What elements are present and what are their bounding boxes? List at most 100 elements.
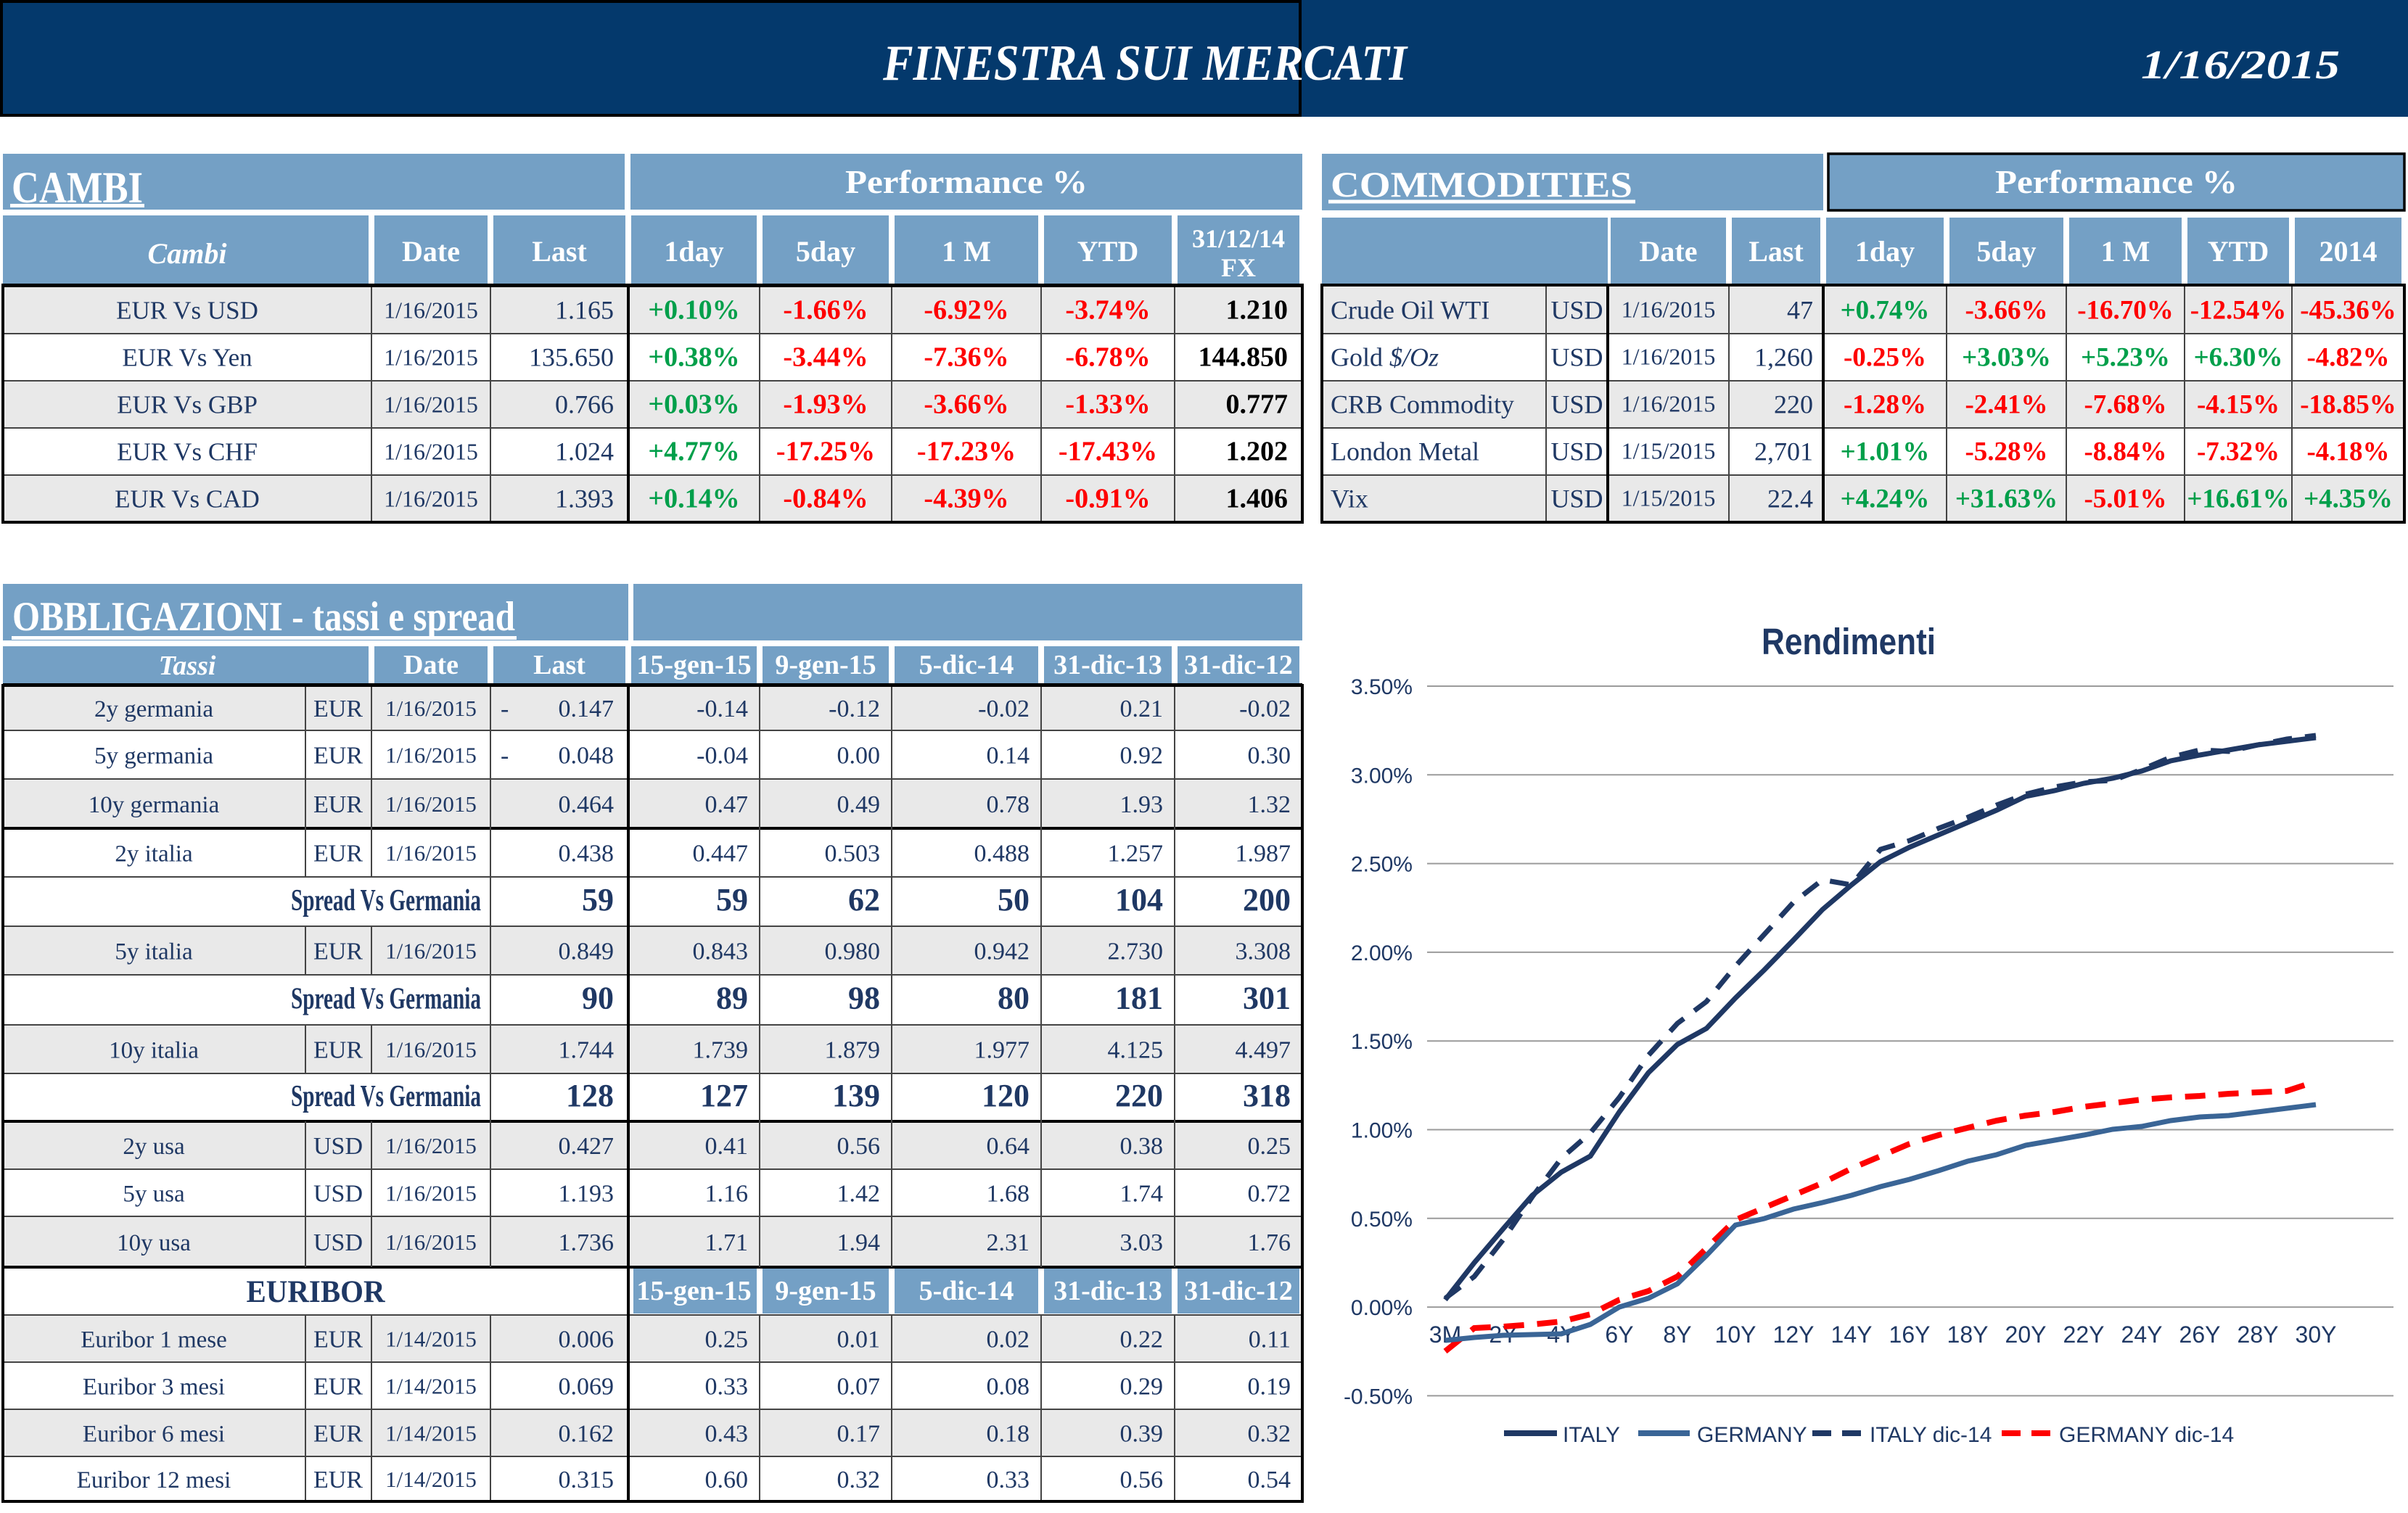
svg-text:-4.82%: -4.82% xyxy=(2306,343,2389,373)
svg-text:Last: Last xyxy=(532,235,587,268)
svg-text:0.47: 0.47 xyxy=(705,791,749,818)
svg-text:1.193: 1.193 xyxy=(559,1181,615,1208)
svg-text:EUR Vs CHF: EUR Vs CHF xyxy=(117,438,258,466)
svg-text:1.76: 1.76 xyxy=(1248,1229,1291,1256)
svg-text:-4.15%: -4.15% xyxy=(2197,390,2280,420)
svg-text:1,260: 1,260 xyxy=(1754,343,1813,372)
svg-text:Crude Oil WTI: Crude Oil WTI xyxy=(1331,296,1489,325)
svg-text:Vix: Vix xyxy=(1331,485,1368,514)
svg-text:1/14/2015: 1/14/2015 xyxy=(385,1374,477,1399)
svg-text:1.257: 1.257 xyxy=(1108,841,1164,867)
svg-text:318: 318 xyxy=(1243,1078,1291,1113)
svg-text:14Y: 14Y xyxy=(1831,1322,1873,1348)
svg-text:3.00%: 3.00% xyxy=(1351,764,1413,788)
svg-text:10Y: 10Y xyxy=(1715,1322,1756,1348)
svg-text:1.744: 1.744 xyxy=(559,1037,615,1064)
svg-text:0.503: 0.503 xyxy=(825,841,881,867)
svg-text:24Y: 24Y xyxy=(2121,1322,2163,1348)
svg-text:5-dic-14: 5-dic-14 xyxy=(919,650,1014,680)
svg-text:31-dic-13: 31-dic-13 xyxy=(1053,1276,1162,1306)
svg-text:-: - xyxy=(501,743,509,770)
svg-text:1.93: 1.93 xyxy=(1120,791,1164,818)
svg-text:90: 90 xyxy=(582,981,614,1016)
svg-text:-5.28%: -5.28% xyxy=(1965,437,2047,467)
svg-text:220: 220 xyxy=(1115,1078,1163,1113)
svg-text:127: 127 xyxy=(700,1078,748,1113)
svg-text:0.43: 0.43 xyxy=(705,1421,749,1448)
svg-text:+0.74%: +0.74% xyxy=(1841,296,1930,326)
svg-text:EUR Vs Yen: EUR Vs Yen xyxy=(122,344,252,372)
svg-text:0.488: 0.488 xyxy=(974,841,1030,867)
svg-text:104: 104 xyxy=(1115,882,1163,918)
svg-text:0.56: 0.56 xyxy=(837,1133,881,1160)
svg-text:-1.28%: -1.28% xyxy=(1844,390,1926,420)
svg-text:1.739: 1.739 xyxy=(693,1037,749,1064)
svg-text:0.162: 0.162 xyxy=(559,1421,615,1448)
svg-text:2,701: 2,701 xyxy=(1754,437,1813,466)
svg-text:1/16/2015: 1/16/2015 xyxy=(2141,43,2340,88)
svg-text:USD: USD xyxy=(1550,485,1603,514)
svg-text:0.766: 0.766 xyxy=(555,390,614,419)
svg-text:1.210: 1.210 xyxy=(1226,295,1289,326)
svg-text:Cambi: Cambi xyxy=(148,237,227,270)
svg-text:59: 59 xyxy=(716,882,748,918)
svg-text:0.56: 0.56 xyxy=(1120,1467,1164,1493)
svg-text:1/16/2015: 1/16/2015 xyxy=(385,1181,477,1206)
svg-text:26Y: 26Y xyxy=(2179,1322,2221,1348)
svg-text:1.71: 1.71 xyxy=(705,1229,749,1256)
svg-text:EUR: EUR xyxy=(313,1467,363,1493)
svg-text:0.048: 0.048 xyxy=(559,743,615,770)
svg-text:EUR Vs USD: EUR Vs USD xyxy=(116,297,258,325)
svg-text:0.069: 0.069 xyxy=(559,1374,615,1401)
svg-text:1.165: 1.165 xyxy=(555,296,614,325)
svg-text:+4.24%: +4.24% xyxy=(1841,485,1930,514)
svg-text:1/16/2015: 1/16/2015 xyxy=(384,486,478,512)
svg-text:1.736: 1.736 xyxy=(559,1229,615,1256)
svg-text:5y germania: 5y germania xyxy=(94,743,213,770)
svg-text:8Y: 8Y xyxy=(1663,1322,1691,1348)
svg-text:+4.77%: +4.77% xyxy=(648,437,739,467)
svg-text:1 M: 1 M xyxy=(2101,235,2150,268)
svg-text:0.147: 0.147 xyxy=(559,696,615,722)
svg-text:1/14/2015: 1/14/2015 xyxy=(385,1421,477,1446)
svg-text:EUR: EUR xyxy=(313,1327,363,1353)
svg-text:-18.85%: -18.85% xyxy=(2300,390,2396,420)
svg-text:144.850: 144.850 xyxy=(1199,342,1289,373)
svg-text:London Metal: London Metal xyxy=(1331,437,1479,466)
svg-text:2.50%: 2.50% xyxy=(1351,853,1413,877)
svg-text:1/16/2015: 1/16/2015 xyxy=(1622,297,1716,323)
svg-text:1/16/2015: 1/16/2015 xyxy=(385,743,477,768)
svg-text:+0.14%: +0.14% xyxy=(648,484,739,514)
svg-text:OBBLIGAZIONI - tassi e spread: OBBLIGAZIONI - tassi e spread xyxy=(12,594,515,640)
svg-text:CRB Commodity: CRB Commodity xyxy=(1331,390,1514,419)
svg-text:+5.23%: +5.23% xyxy=(2081,343,2170,373)
svg-text:0.41: 0.41 xyxy=(705,1133,749,1160)
svg-text:31/12/14: 31/12/14 xyxy=(1192,224,1285,253)
svg-text:1.74: 1.74 xyxy=(1120,1181,1164,1208)
svg-text:GERMANY dic-14: GERMANY dic-14 xyxy=(2059,1423,2234,1447)
svg-text:-5.01%: -5.01% xyxy=(2084,485,2166,514)
svg-text:3.50%: 3.50% xyxy=(1351,675,1413,699)
svg-text:0.17: 0.17 xyxy=(837,1421,881,1448)
svg-text:Date: Date xyxy=(402,235,460,268)
svg-text:-4.39%: -4.39% xyxy=(924,484,1008,514)
svg-text:22.4: 22.4 xyxy=(1767,485,1813,514)
svg-text:0.39: 0.39 xyxy=(1120,1421,1164,1448)
svg-text:0.25: 0.25 xyxy=(705,1327,749,1353)
svg-text:4.125: 4.125 xyxy=(1108,1037,1164,1064)
svg-text:0.60: 0.60 xyxy=(705,1467,749,1493)
svg-text:1day: 1day xyxy=(664,235,723,268)
svg-text:3.308: 3.308 xyxy=(1236,939,1291,965)
svg-text:1.024: 1.024 xyxy=(555,437,614,466)
svg-text:EUR: EUR xyxy=(313,1421,363,1448)
svg-text:-0.91%: -0.91% xyxy=(1065,484,1150,514)
svg-text:5-dic-14: 5-dic-14 xyxy=(919,1276,1014,1306)
svg-text:-3.74%: -3.74% xyxy=(1065,295,1150,326)
svg-text:1/16/2015: 1/16/2015 xyxy=(1622,391,1716,417)
svg-text:1/16/2015: 1/16/2015 xyxy=(385,939,477,964)
svg-text:-7.68%: -7.68% xyxy=(2084,390,2166,420)
svg-text:1.16: 1.16 xyxy=(705,1181,749,1208)
svg-text:0.315: 0.315 xyxy=(559,1467,615,1493)
svg-text:0.92: 0.92 xyxy=(1120,743,1164,770)
svg-text:1.68: 1.68 xyxy=(987,1181,1030,1208)
